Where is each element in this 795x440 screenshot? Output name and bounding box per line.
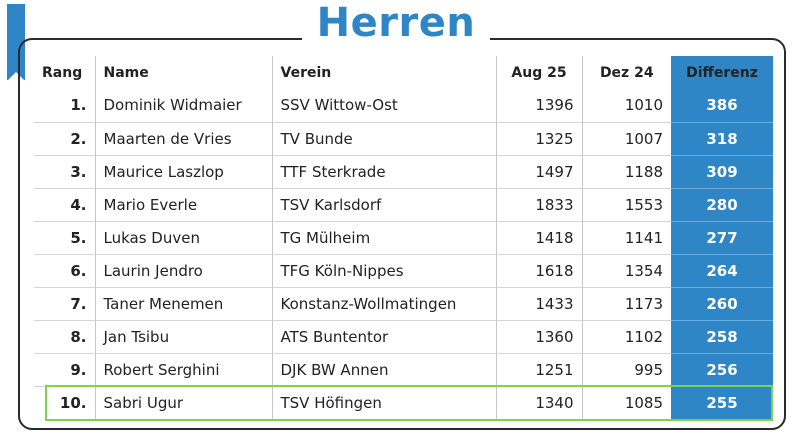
cell-name: Robert Serghini [95,352,273,386]
cell-verein: SSV Wittow-Ost [272,89,497,122]
table-row: 9. Robert Serghini DJK BW Annen 1251 995 256 [34,352,773,386]
table-row: 10. Sabri Ugur TSV Höfingen 1340 1085 255 [34,385,773,419]
cell-name: Sabri Ugur [95,385,273,419]
header-row: Rang Name Verein Aug 25 Dez 24 Differenz [34,56,773,89]
cell-verein: TV Bunde [272,121,497,155]
cell-diff: 277 [671,220,773,254]
table-row: 1. Dominik Widmaier SSV Wittow-Ost 1396 1010… [34,89,773,122]
cell-name: Dominik Widmaier [95,89,273,122]
ranking-table: Rang Name Verein Aug 25 Dez 24 Differenz… [34,56,773,419]
cell-dez: 1102 [582,319,671,353]
cell-dez: 995 [582,352,671,386]
cell-aug: 1618 [496,253,583,287]
cell-name: Lukas Duven [95,220,273,254]
cell-name: Maurice Laszlop [95,154,273,188]
cell-verein: TSV Karlsdorf [272,187,497,221]
table-row: 6. Laurin Jendro TFG Köln-Nippes 1618 1354 26… [34,253,773,287]
cell-rang: 8. [34,319,96,353]
cell-aug: 1360 [496,319,583,353]
cell-aug: 1251 [496,352,583,386]
table-row: 3. Maurice Laszlop TTF Sterkrade 1497 1188 30… [34,154,773,188]
cell-rang: 2. [34,121,96,155]
table-row: 4. Mario Everle TSV Karlsdorf 1833 1553 280 [34,187,773,221]
cell-dez: 1188 [582,154,671,188]
cell-rang: 6. [34,253,96,287]
cell-name: Taner Menemen [95,286,273,320]
cell-rang: 10. [34,385,96,419]
cell-verein: Konstanz-Wollmatingen [272,286,497,320]
cell-diff: 309 [671,154,773,188]
cell-rang: 1. [34,89,96,122]
cell-aug: 1396 [496,89,583,122]
cell-name: Mario Everle [95,187,273,221]
cell-aug: 1418 [496,220,583,254]
cell-dez: 1010 [624,96,663,115]
cell-verein: TFG Köln-Nippes [272,253,497,287]
cell-dez: 1553 [582,187,671,221]
cell-aug: 1833 [496,187,583,221]
cell-diff: 264 [671,253,773,287]
cell-verein: DJK BW Annen [272,352,497,386]
cell-rang: 9. [34,352,96,386]
cell-name: Maarten de Vries [95,121,273,155]
cell-name: Laurin Jendro [95,253,273,287]
cell-diff: 260 [671,286,773,320]
cell-diff: 255 [671,385,773,419]
header-verein: Verein [272,56,497,89]
cell-diff: 256 [671,352,773,386]
header-aug: Aug 25 [496,56,583,89]
cell-aug: 1433 [496,286,583,320]
cell-verein: TG Mülheim [272,220,497,254]
cell-diff: 386 [671,89,773,122]
cell-verein: ATS Buntentor [272,319,497,353]
cell-rang: 3. [34,154,96,188]
cell-verein: TTF Sterkrade [272,154,497,188]
table-row: 5. Lukas Duven TG Mülheim 1418 1141 277 [34,220,773,254]
cell-diff: 318 [671,121,773,155]
cell-verein: TSV Höfingen [272,385,497,419]
cell-diff: 258 [671,319,773,353]
cell-dez: 1085 [582,385,671,419]
cell-dez: 1173 [582,286,671,320]
page-title: Herren [316,0,476,46]
cell-aug: 1325 [496,121,583,155]
table-row: 7. Taner Menemen Konstanz-Wollmatingen 1433… [34,286,773,320]
cell-name: Jan Tsibu [95,319,273,353]
cell-dez: 1007 [582,121,671,155]
cell-rang: 4. [34,187,96,221]
cell-rang: 5. [34,220,96,254]
table-row: 2. Maarten de Vries TV Bunde 1325 1007 318 [34,121,773,155]
cell-dez: 1354 [582,253,671,287]
title-background [302,0,490,46]
cell-diff: 280 [671,187,773,221]
header-diff: Differenz [671,56,773,89]
cell-rang: 7. [34,286,96,320]
cell-aug: 1497 [496,154,583,188]
cell-dez: 1141 [582,220,671,254]
header-name: Name [95,56,273,89]
table-row: 8. Jan Tsibu ATS Buntentor 1360 1102 258 [34,319,773,353]
ribbon-decoration [7,4,25,81]
highlight-box [45,385,773,421]
cell-aug: 1340 [496,385,583,419]
header-dez: Dez 24 [599,64,654,81]
header-rang: Rang [34,56,96,89]
